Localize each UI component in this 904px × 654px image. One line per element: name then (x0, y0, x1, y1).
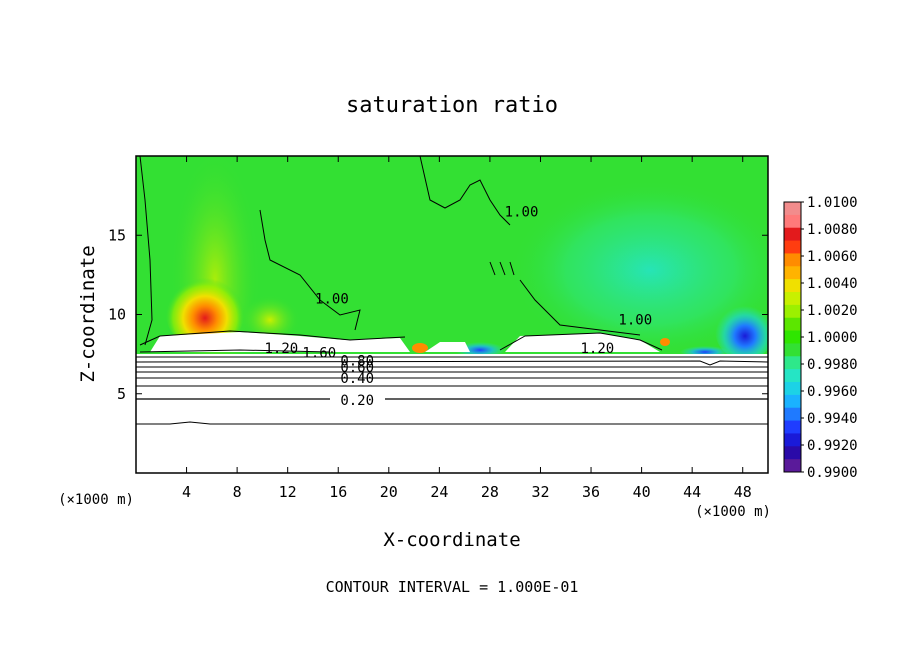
contour-lines (136, 156, 768, 425)
colorbar-swatch (784, 356, 801, 370)
x-unit-label-right: (×1000 m) (695, 504, 771, 520)
colorbar-swatch (784, 266, 801, 280)
x-tick-label: 40 (633, 483, 651, 501)
colorbar-swatch (784, 253, 801, 267)
contour-label: 1.60 (302, 346, 336, 362)
x-tick-label: 12 (279, 483, 297, 501)
colorbar-swatch (784, 446, 801, 460)
x-tick-label: 8 (233, 483, 242, 501)
colorbar-swatch (784, 459, 801, 473)
x-tick-label: 16 (329, 483, 347, 501)
colorbar-tick-label: 0.9920 (807, 438, 858, 454)
colorbar-tick-label: 0.9900 (807, 465, 858, 481)
contour-labels: 1.001.001.001.20 1.60 1.200.800.600.400.20 (265, 204, 653, 409)
y-axis: 5 10 15 (108, 226, 768, 403)
colorbar-swatch (784, 394, 801, 409)
x-unit-label-left: (×1000 m) (58, 492, 134, 508)
contour-label: 1.00 (505, 204, 539, 220)
x-tick-label: 48 (734, 483, 752, 501)
colorbar-swatch (784, 202, 801, 216)
plot-area (136, 156, 768, 473)
warm-anomaly (165, 270, 245, 350)
x-tick-label: 4 (182, 483, 191, 501)
colorbar-swatch (784, 420, 801, 434)
colorbar-tick-label: 1.0100 (807, 195, 858, 211)
x-tick-label: 44 (683, 483, 701, 501)
colorbar-tick-label: 0.9980 (807, 357, 858, 373)
cold-anomaly (715, 300, 768, 360)
colorbar-swatch (784, 227, 801, 242)
colorbar-tick-label: 1.0000 (807, 330, 858, 346)
colorbar-swatch (784, 304, 801, 319)
contour-label: 0.20 (340, 393, 374, 409)
chart-title: saturation ratio (346, 93, 558, 118)
contour-label: 1.20 (265, 341, 299, 357)
colorbar-tick-label: 0.9940 (807, 411, 858, 427)
colorbar-swatch (784, 330, 801, 344)
contour-label: 1.00 (618, 312, 652, 328)
x-axis-label: X-coordinate (383, 529, 520, 551)
colorbar: 1.0100 1.0080 1.0060 1.0040 1.0020 1.0000 0.99… (783, 195, 858, 481)
colorbar-tick-label: 1.0040 (807, 276, 858, 292)
colorbar-swatch (784, 343, 801, 357)
contour-label: 1.20 (581, 341, 615, 357)
contour-label: 0.80 (340, 353, 374, 369)
y-tick-label: 10 (108, 306, 126, 324)
x-tick-label: 28 (481, 483, 499, 501)
colorbar-swatch (784, 214, 801, 229)
x-axis: 4 8 12 16 20 24 28 32 36 40 44 48 (182, 156, 752, 501)
colorbar-swatch (784, 407, 801, 422)
colorbar-swatch (784, 433, 801, 447)
colorbar-tick-label: 0.9960 (807, 384, 858, 400)
contour-label: 0.60 (340, 360, 374, 376)
colorbar-tick-label: 1.0080 (807, 222, 858, 238)
colorbar-swatch (784, 317, 801, 332)
contour-label: 1.00 (315, 292, 349, 308)
colorbar-swatch (784, 279, 801, 293)
x-tick-label: 36 (582, 483, 600, 501)
x-tick-label: 20 (380, 483, 398, 501)
contour-interval-footer: CONTOUR INTERVAL = 1.000E-01 (326, 578, 579, 596)
colorbar-swatch (784, 292, 801, 306)
colorbar-swatch (784, 382, 801, 396)
y-tick-label: 5 (117, 385, 126, 403)
x-tick-label: 24 (430, 483, 448, 501)
y-axis-label: Z-coordinate (77, 245, 99, 382)
colorbar-tick-label: 1.0020 (807, 303, 858, 319)
x-tick-label: 32 (531, 483, 549, 501)
colorbar-tick-label: 1.0060 (807, 249, 858, 265)
contour-label: 0.40 (340, 371, 374, 387)
y-tick-label: 15 (108, 226, 126, 244)
colorbar-swatch (784, 240, 801, 254)
colorbar-swatch (784, 369, 801, 383)
